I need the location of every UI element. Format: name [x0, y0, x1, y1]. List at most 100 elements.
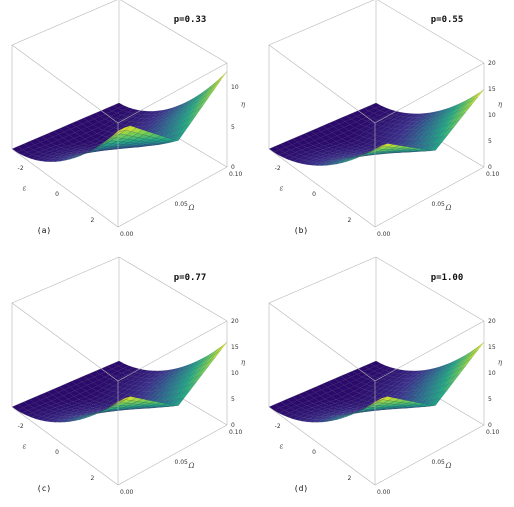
x-tick-label: 0 [55, 191, 59, 198]
z-tick-label: 10 [488, 112, 496, 119]
surface-facet [472, 89, 485, 100]
z-tick-label: 15 [231, 344, 239, 351]
x-tick-label: 0 [55, 449, 59, 456]
z-tick-label: 0 [231, 164, 235, 171]
y-tick-label: 0.05 [175, 459, 189, 466]
surface-facet [472, 342, 485, 354]
box-edge [120, 0, 228, 64]
z-tick-label: 10 [231, 370, 239, 377]
z-tick-label: 10 [231, 84, 239, 91]
z-tick-label: 5 [231, 124, 235, 131]
box-edge [11, 302, 119, 382]
surface-mesh [11, 71, 228, 162]
z-axis-label: η [498, 101, 503, 109]
box-edge [11, 0, 118, 46]
x-axis-label: ε [23, 185, 27, 193]
y-tick-label: 0.10 [229, 171, 243, 178]
z-axis-label: η [498, 359, 503, 367]
x-tick-label: 0 [312, 191, 316, 198]
panel-tag: (a) [37, 226, 51, 235]
surface-panel: p=1.00 (d) -2 0 2 ε 0.00 0.05 0.10 Ω 0 5 10 15 20 η [268, 256, 503, 496]
z-tick-label: 0 [488, 164, 492, 171]
z-axis-label: η [241, 101, 246, 109]
z-tick-label: 20 [488, 318, 496, 325]
x-axis-label: ε [280, 443, 284, 451]
box-edge [374, 320, 485, 382]
z-tick-label: 20 [231, 318, 239, 325]
box-edge [375, 256, 485, 322]
y-tick-label: 0.05 [432, 201, 446, 208]
x-tick-label: 2 [348, 475, 352, 482]
surface-mesh [268, 342, 485, 423]
box-edge [268, 0, 375, 46]
z-tick-label: 0 [231, 422, 235, 429]
z-tick-label: 20 [488, 60, 496, 67]
y-tick-label: 0.10 [229, 429, 243, 436]
y-tick-label: 0.00 [120, 489, 134, 496]
z-axis-label: η [241, 359, 246, 367]
box-edge [268, 148, 376, 228]
box-edge [268, 44, 376, 124]
y-tick-label: 0.10 [486, 429, 500, 436]
panel-tag: (c) [37, 484, 51, 493]
panel-title: p=1.00 [431, 273, 464, 283]
x-tick-label: 2 [348, 217, 352, 224]
surface-panel: p=0.55 (b) -2 0 2 ε 0.00 0.05 0.10 Ω 0 5 10 15 20 η [268, 0, 503, 238]
surface-mesh [11, 342, 228, 423]
box-edge [374, 62, 485, 124]
panel-title: p=0.55 [431, 15, 464, 25]
x-tick-label: 2 [91, 475, 95, 482]
surface-panel: p=0.77 (c) -2 0 2 ε 0.00 0.05 0.10 Ω 0 5 10 15 20 η [11, 256, 246, 496]
surface-facet [376, 143, 388, 149]
box-edge [11, 148, 119, 228]
z-tick-label: 10 [488, 370, 496, 377]
panel-title: p=0.33 [174, 15, 207, 25]
z-tick-label: 15 [488, 344, 496, 351]
box-edge [11, 256, 120, 304]
box-edge [377, 0, 485, 64]
box-edge [117, 62, 228, 124]
y-axis-label: Ω [188, 462, 195, 470]
y-tick-label: 0.10 [486, 171, 500, 178]
y-tick-label: 0.00 [377, 231, 391, 238]
x-tick-label: 0 [312, 449, 316, 456]
z-tick-label: 5 [231, 396, 235, 403]
panel-tag: (d) [294, 484, 308, 493]
x-tick-label: -2 [275, 423, 281, 430]
y-tick-label: 0.05 [175, 201, 189, 208]
box-edge [374, 166, 485, 228]
y-tick-label: 0.00 [377, 489, 391, 496]
box-edge [117, 166, 228, 228]
x-axis-label: ε [280, 185, 284, 193]
y-axis-label: Ω [188, 204, 195, 212]
box-edge [374, 424, 485, 486]
box-edge [268, 302, 376, 382]
y-tick-label: 0.00 [120, 231, 134, 238]
surface-mesh [268, 89, 485, 166]
box-edge [117, 424, 228, 486]
surface-facet [215, 342, 228, 354]
x-tick-label: -2 [275, 165, 281, 172]
surface-panel: p=0.33 (a) -2 0 2 ε 0.00 0.05 0.10 Ω 0 5 10 η [11, 0, 246, 238]
box-edge [11, 44, 119, 124]
box-edge [268, 256, 377, 304]
box-edge [268, 406, 376, 486]
x-tick-label: -2 [18, 423, 24, 430]
x-tick-label: 2 [91, 217, 95, 224]
box-edge [11, 406, 119, 486]
z-tick-label: 5 [488, 138, 492, 145]
surface-facet [215, 71, 228, 85]
z-tick-label: 15 [488, 86, 496, 93]
z-tick-label: 5 [488, 396, 492, 403]
box-edge [118, 256, 228, 322]
box-edge [117, 320, 228, 382]
z-tick-label: 0 [488, 422, 492, 429]
y-axis-label: Ω [445, 462, 452, 470]
x-tick-label: -2 [18, 165, 24, 172]
y-tick-label: 0.05 [432, 459, 446, 466]
panel-tag: (b) [294, 226, 308, 235]
y-axis-label: Ω [445, 204, 452, 212]
panel-title: p=0.77 [174, 273, 207, 283]
x-axis-label: ε [23, 443, 27, 451]
